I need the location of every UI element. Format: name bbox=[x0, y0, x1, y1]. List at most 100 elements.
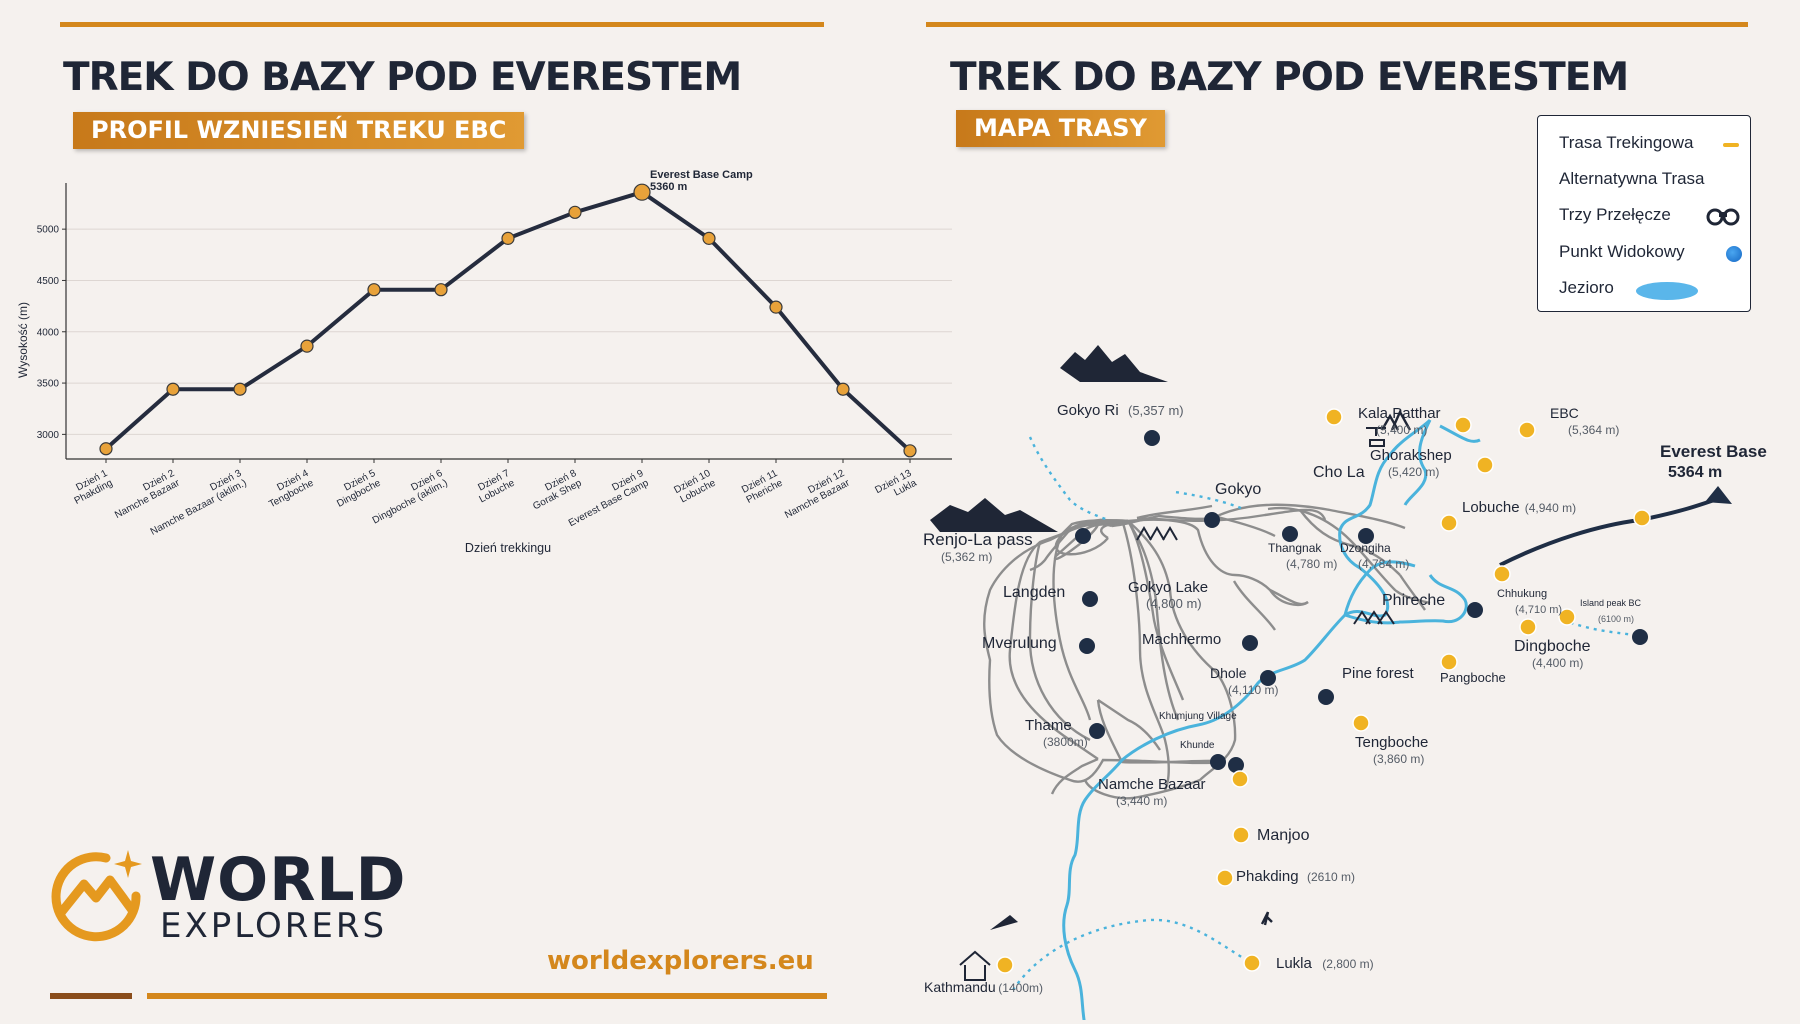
map-label-phakding: Phakding bbox=[1236, 868, 1299, 885]
data-point bbox=[633, 183, 651, 201]
y-tick-label: 4000 bbox=[37, 327, 60, 338]
legend-item-alternative-route: Alternatywna Trasa bbox=[1559, 169, 1705, 188]
map-label-renjo-la: Renjo-La pass bbox=[923, 530, 1033, 549]
legend-item-trekking-route: Trasa Trekingowa bbox=[1559, 133, 1694, 152]
waypoint-marker bbox=[1493, 565, 1511, 583]
map-label-dingboche: Dingboche bbox=[1514, 638, 1591, 655]
dotted-route-gokyo-ri bbox=[1174, 490, 1242, 510]
pine-forest-icon bbox=[1353, 610, 1395, 625]
ebc-camp-icon bbox=[1380, 409, 1412, 431]
map-label-lukla: Lukla bbox=[1276, 955, 1313, 972]
map-label-machhermo: Machhermo bbox=[1142, 631, 1221, 648]
waypoint-marker bbox=[1210, 754, 1226, 770]
waypoint-marker bbox=[1144, 430, 1160, 446]
waypoint-marker bbox=[996, 956, 1014, 974]
map-label-dhole: Dhole bbox=[1210, 665, 1247, 681]
waypoint-marker bbox=[1232, 826, 1250, 844]
elevation-line bbox=[104, 190, 912, 453]
waypoint-marker bbox=[1518, 421, 1536, 439]
waypoint-marker bbox=[1325, 408, 1343, 426]
map-label-khumjung: Khumjung Village bbox=[1159, 711, 1237, 722]
alt-route-loop bbox=[983, 522, 1226, 783]
peak-annotation-title: Everest Base Camp bbox=[650, 169, 753, 181]
map-altitude-lukla: (2,800 m) bbox=[1322, 957, 1373, 971]
top-rule-right bbox=[926, 22, 1748, 27]
waypoint-marker bbox=[1519, 618, 1537, 636]
waypoint-marker bbox=[1440, 514, 1458, 532]
legend-item-lake: Jezioro bbox=[1559, 278, 1614, 297]
waypoint-marker bbox=[1228, 757, 1244, 773]
peak-annotation-value: 5360 m bbox=[650, 181, 688, 193]
waypoint-marker bbox=[1476, 456, 1494, 474]
map-labels: Gokyo Ri (5,357 m) Kala Patthar(5,400 m) EB… bbox=[923, 402, 1767, 995]
map-altitude-dhole: (4,110 m) bbox=[1228, 683, 1278, 697]
map-label-lobuche: Lobuche bbox=[1462, 499, 1520, 516]
waypoint-marker bbox=[1075, 528, 1091, 544]
blue-dot-icon bbox=[1726, 246, 1742, 262]
waypoint-marker bbox=[1440, 653, 1458, 671]
waypoint-marker bbox=[1558, 608, 1576, 626]
binoculars-icon bbox=[1706, 208, 1740, 226]
y-tick-label: 3000 bbox=[37, 430, 60, 441]
map-altitude-ebc: (5,364 m) bbox=[1568, 423, 1619, 437]
waypoint-marker bbox=[1260, 670, 1276, 686]
gokyo-ri-mountain-icon bbox=[1060, 345, 1168, 382]
data-point bbox=[233, 382, 247, 396]
waypoint-marker bbox=[1282, 526, 1298, 542]
hiker-icon bbox=[1260, 911, 1273, 926]
waypoint-marker bbox=[1633, 509, 1651, 527]
helicopter-icon bbox=[1366, 427, 1386, 447]
waypoint-marker bbox=[1216, 869, 1234, 887]
everest-peak-icon bbox=[1705, 486, 1732, 504]
temple-icon bbox=[959, 950, 991, 981]
waypoint-marker bbox=[1243, 954, 1261, 972]
waypoint-marker bbox=[1082, 591, 1098, 607]
waypoint-marker bbox=[1352, 714, 1370, 732]
data-point bbox=[501, 231, 515, 245]
dotted-route-kathmandu bbox=[1012, 918, 1251, 991]
y-axis-label: Wysokość (m) bbox=[16, 302, 30, 378]
map-legend: Trasa Trekingowa Alternatywna Trasa Trzy… bbox=[1537, 115, 1751, 312]
map-label-langden: Langden bbox=[1003, 584, 1065, 601]
waypoint-marker bbox=[1358, 528, 1374, 544]
data-point bbox=[99, 442, 113, 456]
map-altitude-chhukung: (4,710 m) bbox=[1515, 604, 1562, 616]
data-point bbox=[300, 339, 314, 353]
map-altitude-lobuche: (4,940 m) bbox=[1525, 501, 1576, 515]
map-label-namche: Namche Bazaar bbox=[1098, 776, 1206, 793]
map-label-gokyo: Gokyo bbox=[1215, 481, 1261, 498]
map-altitude-island-peak: (6100 m) bbox=[1598, 614, 1634, 624]
right-page-title: TREK DO BAZY POD EVERESTEM bbox=[950, 55, 1629, 100]
waypoint-marker bbox=[1089, 723, 1105, 739]
yellow-line-icon bbox=[1723, 143, 1739, 147]
renjo-la-mountain-icon bbox=[930, 498, 1058, 532]
map-altitude-renjo-la: (5,362 m) bbox=[941, 550, 992, 564]
lake-icon bbox=[1636, 282, 1698, 300]
waypoint-marker bbox=[1467, 602, 1483, 618]
legend-item-viewpoint: Punkt Widokowy bbox=[1559, 242, 1685, 261]
data-point bbox=[903, 444, 917, 458]
map-label-dzongiha: Dzongiha bbox=[1340, 541, 1391, 555]
logo-title: WORLD bbox=[150, 845, 407, 915]
map-altitude-ghorakshep: (5,420 m) bbox=[1388, 465, 1439, 479]
map-label-pine-forest: Pine forest bbox=[1342, 665, 1415, 682]
chart-axes bbox=[65, 183, 952, 460]
left-subtitle-badge: PROFIL WZNIESIEŃ TREKU EBC bbox=[73, 112, 525, 149]
map-label-thame: Thame bbox=[1025, 717, 1072, 734]
map-label-thangnak: Thangnak bbox=[1268, 541, 1322, 555]
map-label-island-peak: Island peak BC bbox=[1580, 598, 1642, 608]
map-altitude-phakding: (2610 m) bbox=[1307, 870, 1355, 884]
gokyo-lake-icon bbox=[1136, 526, 1178, 541]
world-explorers-logo-icon bbox=[51, 850, 142, 942]
x-axis-label: Dzień trekkingu bbox=[465, 541, 551, 555]
map-altitude-namche: (3,440 m) bbox=[1116, 794, 1167, 808]
route-map: Gokyo Ri (5,357 m) Kala Patthar(5,400 m) EB… bbox=[923, 345, 1767, 1020]
website-link[interactable]: worldexplorers.eu bbox=[547, 946, 814, 976]
top-rule-left bbox=[60, 22, 824, 27]
